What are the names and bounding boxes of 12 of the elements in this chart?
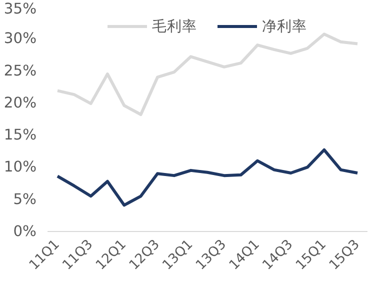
legend-label: 净利率 <box>262 16 307 36</box>
y-tick-label: 20% <box>4 94 37 112</box>
y-tick-label: 30% <box>4 30 37 48</box>
y-tick-label: 15% <box>4 126 37 144</box>
y-tick-label: 10% <box>4 158 37 176</box>
legend-label: 毛利率 <box>152 16 197 36</box>
y-tick-label: 25% <box>4 62 37 80</box>
y-tick-label: 35% <box>4 0 37 18</box>
y-tick-label: 5% <box>13 190 37 208</box>
line-series <box>56 148 359 207</box>
line-series <box>56 32 359 116</box>
y-tick-label: 0% <box>13 223 37 240</box>
